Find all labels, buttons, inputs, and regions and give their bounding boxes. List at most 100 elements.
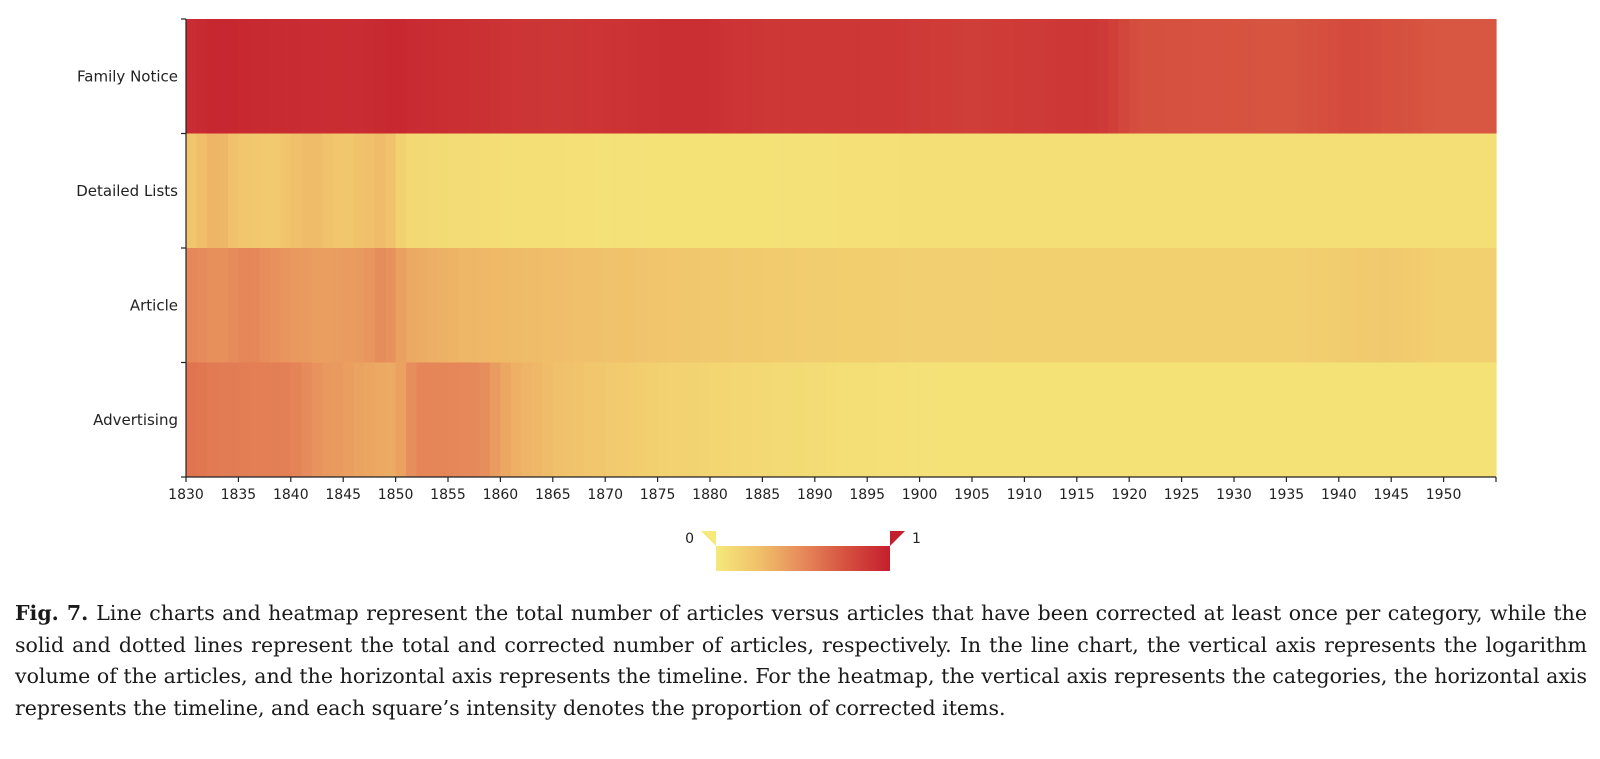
heatmap-cell bbox=[584, 19, 596, 134]
heatmap-cell bbox=[1150, 362, 1162, 478]
heatmap-cell bbox=[1234, 248, 1246, 363]
heatmap-cell bbox=[364, 133, 376, 249]
heatmap-cell bbox=[458, 133, 470, 249]
heatmap-cell bbox=[1433, 362, 1445, 478]
x-tick-label: 1885 bbox=[745, 487, 781, 503]
heatmap-cell bbox=[951, 19, 963, 134]
legend-max-marker bbox=[890, 531, 905, 546]
heatmap-cell bbox=[1254, 248, 1267, 363]
heatmap-cell bbox=[772, 133, 784, 249]
heatmap-cell bbox=[1412, 19, 1424, 134]
heatmap-cell bbox=[458, 19, 470, 134]
heatmap-cell bbox=[992, 133, 1005, 249]
heatmap-cell bbox=[1370, 19, 1382, 134]
x-tick-label: 1895 bbox=[849, 487, 885, 503]
heatmap-cell bbox=[846, 19, 858, 134]
heatmap-cell bbox=[468, 133, 481, 249]
heatmap-cell bbox=[186, 248, 198, 363]
heatmap-cell bbox=[1254, 362, 1267, 478]
heatmap-cell bbox=[1202, 133, 1214, 249]
heatmap-cell bbox=[741, 19, 753, 134]
heatmap-cell bbox=[1171, 362, 1183, 478]
heatmap-cell bbox=[636, 248, 648, 363]
heatmap-cell bbox=[1003, 133, 1015, 249]
heatmap-cell bbox=[856, 133, 868, 249]
heatmap-cell bbox=[804, 19, 816, 134]
heatmap-cell bbox=[1317, 19, 1329, 134]
heatmap-cell bbox=[1129, 19, 1141, 134]
heatmap-cell bbox=[710, 248, 722, 363]
heatmap-cell bbox=[584, 362, 596, 478]
heatmap-cell bbox=[689, 133, 701, 249]
heatmap-cell bbox=[1045, 133, 1057, 249]
heatmap-cell bbox=[1380, 133, 1392, 249]
heatmap-cell bbox=[1401, 19, 1413, 134]
heatmap-cell bbox=[489, 133, 501, 249]
heatmap-cell bbox=[1150, 248, 1162, 363]
heatmap-cell bbox=[1275, 362, 1287, 478]
heatmap-cell bbox=[1422, 133, 1434, 249]
x-tick-label: 1830 bbox=[168, 487, 204, 503]
heatmap-cell bbox=[406, 248, 418, 363]
heatmap-cell bbox=[1359, 362, 1371, 478]
heatmap-cell bbox=[1034, 133, 1046, 249]
heatmap-cell bbox=[290, 133, 302, 249]
heatmap-cell bbox=[909, 133, 921, 249]
heatmap-cell bbox=[186, 19, 198, 134]
heatmap-cell bbox=[741, 248, 753, 363]
x-tick-label: 1850 bbox=[378, 487, 414, 503]
heatmap-cell bbox=[427, 248, 439, 363]
heatmap-cell bbox=[1076, 362, 1088, 478]
heatmap-cell bbox=[1045, 362, 1057, 478]
heatmap-cell bbox=[668, 248, 680, 363]
heatmap-cell bbox=[1254, 19, 1267, 134]
heatmap-cell bbox=[1076, 248, 1088, 363]
heatmap-cell bbox=[710, 133, 722, 249]
heatmap-cell bbox=[448, 19, 460, 134]
heatmap-cell bbox=[1359, 19, 1371, 134]
heatmap-cell bbox=[1412, 362, 1424, 478]
heatmap-cell bbox=[668, 133, 680, 249]
heatmap-cell bbox=[689, 362, 701, 478]
x-tick-label: 1925 bbox=[1164, 487, 1200, 503]
heatmap-cell bbox=[186, 362, 198, 478]
heatmap-cell bbox=[573, 19, 585, 134]
heatmap-cell bbox=[835, 248, 847, 363]
heatmap-cell bbox=[196, 133, 208, 249]
legend-gradient-bar bbox=[716, 546, 890, 571]
heatmap-cell bbox=[311, 362, 323, 478]
heatmap-cell bbox=[395, 248, 407, 363]
heatmap-cell bbox=[238, 133, 250, 249]
heatmap-cell bbox=[1401, 133, 1413, 249]
heatmap-cell bbox=[699, 248, 711, 363]
heatmap-cell bbox=[500, 19, 512, 134]
heatmap-cell bbox=[217, 362, 229, 478]
heatmap-cell bbox=[353, 19, 365, 134]
heatmap-cell bbox=[584, 248, 596, 363]
heatmap-cell bbox=[301, 248, 313, 363]
heatmap-cell bbox=[416, 248, 428, 363]
heatmap-cell bbox=[783, 248, 795, 363]
heatmap-cell bbox=[1254, 133, 1267, 249]
heatmap-cell bbox=[573, 248, 585, 363]
heatmap-cell bbox=[961, 248, 973, 363]
x-tick-label: 1855 bbox=[430, 487, 466, 503]
heatmap-cell bbox=[1192, 133, 1204, 249]
heatmap-cell bbox=[573, 133, 585, 249]
heatmap-cell bbox=[521, 133, 533, 249]
heatmap-cell bbox=[1139, 362, 1151, 478]
heatmap-cell bbox=[699, 133, 711, 249]
heatmap-cell bbox=[992, 19, 1005, 134]
heatmap-cell bbox=[1286, 362, 1298, 478]
heatmap-cell bbox=[196, 362, 208, 478]
heatmap-cell bbox=[1380, 362, 1392, 478]
heatmap-cell bbox=[1475, 248, 1487, 363]
heatmap-cell bbox=[322, 133, 334, 249]
heatmap-cell bbox=[206, 248, 219, 363]
heatmap-cell bbox=[217, 248, 229, 363]
heatmap-cell bbox=[888, 19, 900, 134]
heatmap-cell bbox=[395, 19, 407, 134]
heatmap-cell bbox=[1066, 133, 1078, 249]
heatmap-cell bbox=[573, 362, 585, 478]
row-label: Article bbox=[130, 296, 178, 314]
